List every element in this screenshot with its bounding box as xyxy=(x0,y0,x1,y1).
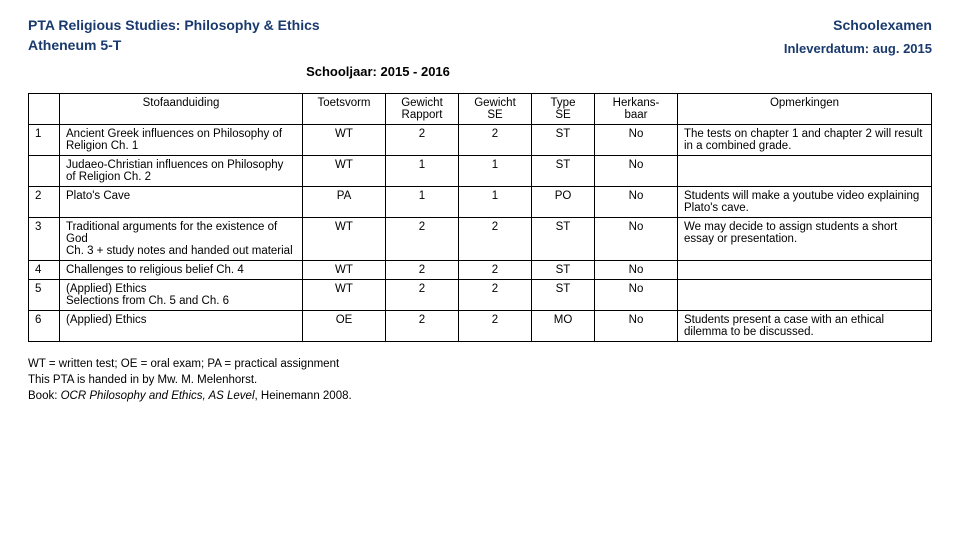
cell-gewicht-se: 2 xyxy=(459,217,532,260)
footnote-legend: WT = written test; OE = oral exam; PA = … xyxy=(28,356,932,372)
cell-opmerkingen xyxy=(678,279,932,310)
cell-stof: Traditional arguments for the existence … xyxy=(60,217,303,260)
cell-gewicht-rapport: 2 xyxy=(386,279,459,310)
cell-stof: (Applied) Ethics xyxy=(60,310,303,341)
cell-gewicht-rapport: 1 xyxy=(386,186,459,217)
cell-type-se: ST xyxy=(532,260,595,279)
cell-toetsvorm: WT xyxy=(303,260,386,279)
cell-gewicht-se: 1 xyxy=(459,186,532,217)
cell-toetsvorm: PA xyxy=(303,186,386,217)
cell-opmerkingen xyxy=(678,260,932,279)
course-title: PTA Religious Studies: Philosophy & Ethi… xyxy=(28,17,320,33)
cell-opmerkingen: The tests on chapter 1 and chapter 2 wil… xyxy=(678,124,932,155)
cell-num xyxy=(29,155,60,186)
col-gewicht-rapport: Gewicht Rapport xyxy=(386,93,459,124)
cell-num: 4 xyxy=(29,260,60,279)
cell-gewicht-rapport: 1 xyxy=(386,155,459,186)
cell-stof: Challenges to religious belief Ch. 4 xyxy=(60,260,303,279)
col-num xyxy=(29,93,60,124)
cell-num: 3 xyxy=(29,217,60,260)
col-stof: Stofaanduiding xyxy=(60,93,303,124)
table-row: 3Traditional arguments for the existence… xyxy=(29,217,932,260)
table-row: 6(Applied) EthicsOE22MONoStudents presen… xyxy=(29,310,932,341)
cell-type-se: MO xyxy=(532,310,595,341)
cell-stof: Plato's Cave xyxy=(60,186,303,217)
cell-opmerkingen xyxy=(678,155,932,186)
cell-herkansbaar: No xyxy=(595,260,678,279)
cell-stof: Ancient Greek influences on Philosophy o… xyxy=(60,124,303,155)
col-herkansbaar: Herkans- baar xyxy=(595,93,678,124)
cell-opmerkingen: Students present a case with an ethical … xyxy=(678,310,932,341)
table-row: 2Plato's CavePA11PONoStudents will make … xyxy=(29,186,932,217)
cell-toetsvorm: WT xyxy=(303,217,386,260)
cell-type-se: ST xyxy=(532,217,595,260)
cell-gewicht-se: 2 xyxy=(459,124,532,155)
school-year-label: Schooljaar: xyxy=(306,64,377,79)
cell-num: 6 xyxy=(29,310,60,341)
cell-stof: (Applied) EthicsSelections from Ch. 5 an… xyxy=(60,279,303,310)
exam-type: Schoolexamen xyxy=(833,17,932,33)
cell-num: 5 xyxy=(29,279,60,310)
cell-herkansbaar: No xyxy=(595,124,678,155)
cell-num: 1 xyxy=(29,124,60,155)
title-right: Schoolexamen Inleverdatum: aug. 2015 xyxy=(784,16,932,58)
school-year: Schooljaar: 2015 - 2016 xyxy=(228,64,528,79)
cell-num: 2 xyxy=(29,186,60,217)
due-date-value: aug. 2015 xyxy=(873,41,932,56)
cell-herkansbaar: No xyxy=(595,310,678,341)
cell-gewicht-rapport: 2 xyxy=(386,310,459,341)
table-row: 4Challenges to religious belief Ch. 4WT2… xyxy=(29,260,932,279)
assessment-table: Stofaanduiding Toetsvorm Gewicht Rapport… xyxy=(28,93,932,342)
col-gewicht-se: Gewicht SE xyxy=(459,93,532,124)
cell-type-se: PO xyxy=(532,186,595,217)
cell-herkansbaar: No xyxy=(595,279,678,310)
cell-opmerkingen: Students will make a youtube video expla… xyxy=(678,186,932,217)
cell-type-se: ST xyxy=(532,279,595,310)
class-level: Atheneum 5-T xyxy=(28,37,121,53)
cell-toetsvorm: WT xyxy=(303,124,386,155)
cell-gewicht-se: 2 xyxy=(459,310,532,341)
cell-gewicht-rapport: 2 xyxy=(386,124,459,155)
col-type-se: Type SE xyxy=(532,93,595,124)
cell-toetsvorm: WT xyxy=(303,155,386,186)
cell-gewicht-se: 1 xyxy=(459,155,532,186)
cell-gewicht-se: 2 xyxy=(459,260,532,279)
cell-type-se: ST xyxy=(532,124,595,155)
due-date-label: Inleverdatum: xyxy=(784,41,869,56)
cell-toetsvorm: OE xyxy=(303,310,386,341)
cell-gewicht-se: 2 xyxy=(459,279,532,310)
table-header-row: Stofaanduiding Toetsvorm Gewicht Rapport… xyxy=(29,93,932,124)
col-toetsvorm: Toetsvorm xyxy=(303,93,386,124)
cell-gewicht-rapport: 2 xyxy=(386,260,459,279)
cell-type-se: ST xyxy=(532,155,595,186)
cell-herkansbaar: No xyxy=(595,155,678,186)
table-row: 1Ancient Greek influences on Philosophy … xyxy=(29,124,932,155)
school-year-value: 2015 - 2016 xyxy=(381,64,450,79)
table-row: 5(Applied) EthicsSelections from Ch. 5 a… xyxy=(29,279,932,310)
header: PTA Religious Studies: Philosophy & Ethi… xyxy=(28,16,932,58)
footnote-author: This PTA is handed in by Mw. M. Melenhor… xyxy=(28,372,932,388)
cell-toetsvorm: WT xyxy=(303,279,386,310)
due-date: Inleverdatum: aug. 2015 xyxy=(784,40,932,58)
table-row: Judaeo-Christian influences on Philosoph… xyxy=(29,155,932,186)
cell-stof: Judaeo-Christian influences on Philosoph… xyxy=(60,155,303,186)
cell-herkansbaar: No xyxy=(595,186,678,217)
cell-opmerkingen: We may decide to assign students a short… xyxy=(678,217,932,260)
cell-gewicht-rapport: 2 xyxy=(386,217,459,260)
cell-herkansbaar: No xyxy=(595,217,678,260)
title-left: PTA Religious Studies: Philosophy & Ethi… xyxy=(28,16,320,55)
footnote-book: Book: OCR Philosophy and Ethics, AS Leve… xyxy=(28,388,932,404)
col-opmerkingen: Opmerkingen xyxy=(678,93,932,124)
footnote: WT = written test; OE = oral exam; PA = … xyxy=(28,356,932,404)
